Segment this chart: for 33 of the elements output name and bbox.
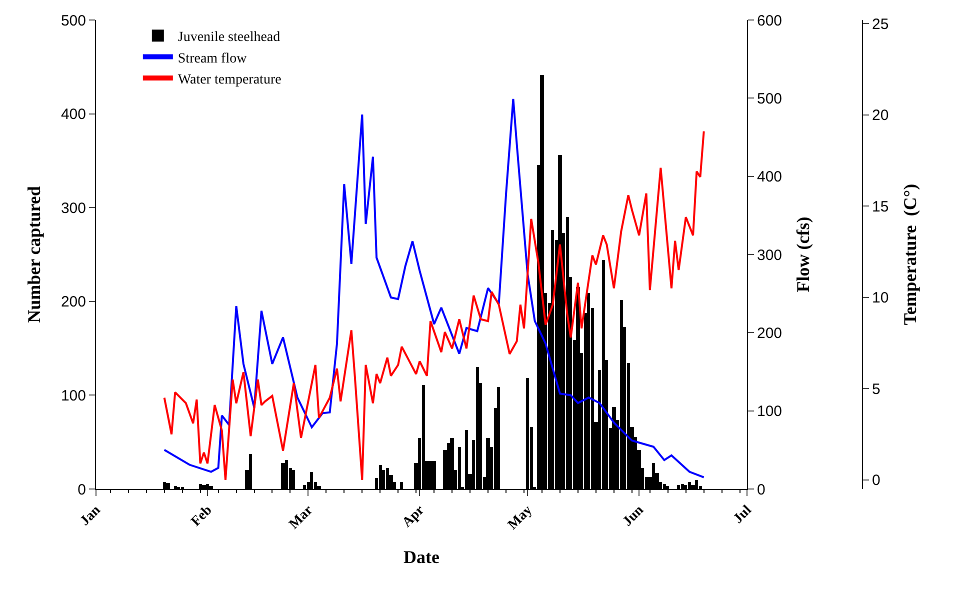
y-tick-label: 0 (78, 481, 86, 498)
legend-label: Water temperature (178, 72, 282, 88)
y-tick-label: 400 (60, 106, 86, 124)
y2-tick-label: 300 (757, 246, 782, 264)
y-tick-label: 300 (60, 200, 86, 217)
y3-tick-label: 10 (872, 290, 889, 307)
y2-tick-label: 600 (757, 12, 782, 30)
x-tick-label: Feb (188, 502, 216, 530)
y3-tick-label: 15 (872, 198, 889, 216)
y2-tick-label: 0 (757, 481, 766, 498)
y-axis-title: Number captured (24, 186, 44, 323)
x-axis-title: Date (404, 546, 440, 567)
legend-label: Juvenile steelhead (178, 30, 280, 46)
x-tick-label: Jun (620, 502, 648, 530)
y2-tick-label: 500 (757, 90, 782, 108)
x-tick-label: Mar (286, 502, 316, 532)
x-tick-label: May (506, 502, 536, 533)
x-tick-label: Jul (730, 502, 755, 527)
y-tick-label: 200 (60, 294, 86, 311)
y3-tick-label: 25 (872, 16, 889, 33)
y2-tick-label: 100 (757, 403, 782, 420)
y2-tick-label: 200 (757, 324, 782, 342)
y3-tick-label: 20 (872, 107, 889, 124)
y2-axis-title: Flow (cfs) (793, 216, 814, 292)
y2-tick-label: 400 (757, 168, 782, 186)
y3-tick-label: 0 (872, 472, 880, 490)
legend-label: Stream flow (178, 51, 248, 66)
y3-axis-title: Temperature (C°) (900, 184, 920, 326)
x-tick-label: Jan (78, 502, 104, 529)
y-tick-label: 500 (60, 12, 86, 30)
x-tick-label: Apr (400, 502, 428, 531)
y3-tick-label: 5 (872, 380, 880, 398)
y-tick-label: 100 (60, 387, 86, 404)
